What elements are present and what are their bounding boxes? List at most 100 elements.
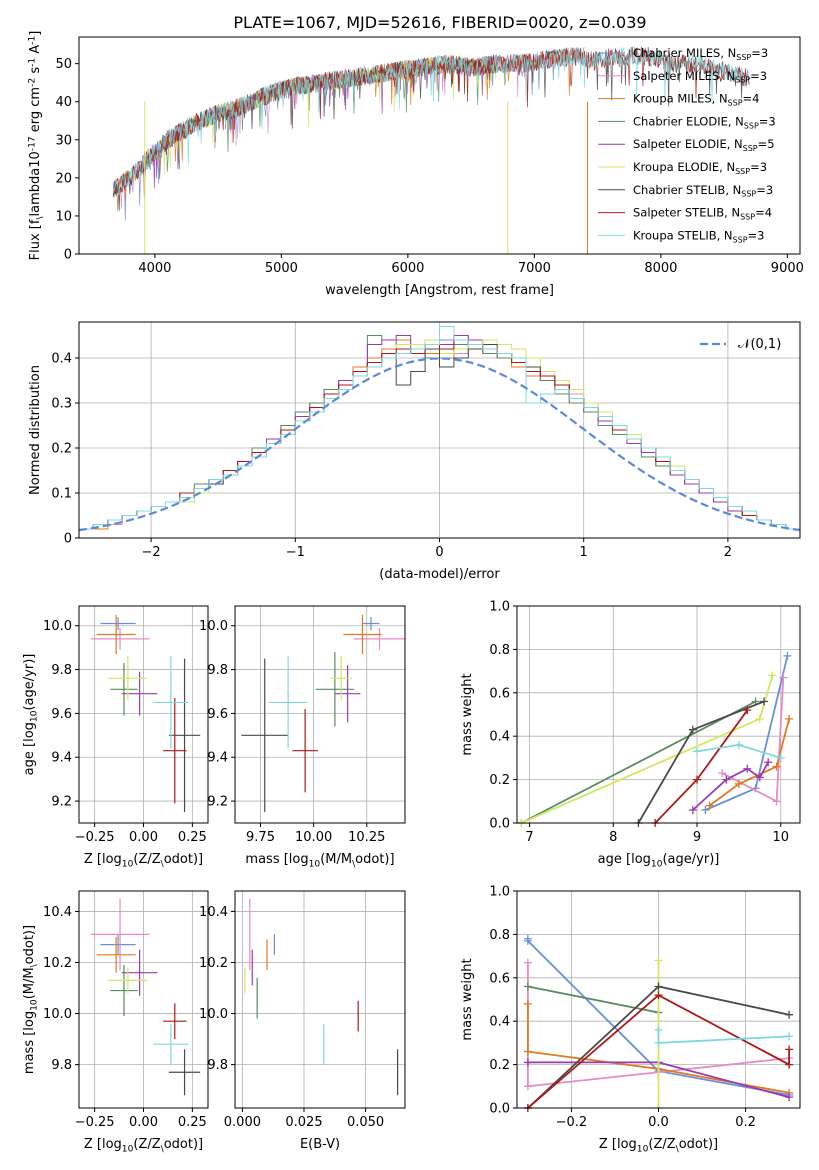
weight-series-point xyxy=(654,991,663,1000)
y-tick-label: 1.0 xyxy=(489,885,510,900)
y-tick-label: 0.4 xyxy=(51,352,72,367)
x-tick-label: 2 xyxy=(724,545,732,560)
weight-series-point xyxy=(523,1058,532,1067)
y-axis-label: age [log10(age/yr)] xyxy=(22,654,39,776)
legend-label: Chabrier STELIB, NSSP=3 xyxy=(633,183,773,199)
y-tick-label: 0.3 xyxy=(51,397,72,412)
y-tick-label: 0.2 xyxy=(489,1058,510,1073)
weight-series-point xyxy=(722,775,731,784)
spectrum-lines xyxy=(112,46,750,254)
weight-series-point xyxy=(693,747,702,756)
y-tick-label: 9.8 xyxy=(207,663,228,678)
legend-label: Salpeter ELODIE, NSSP=5 xyxy=(633,137,775,153)
weight-series-point xyxy=(654,956,663,965)
x-axis-label: age [log10(age/yr)] xyxy=(598,852,720,869)
legend-label: Salpeter MILES, NSSP=3 xyxy=(633,69,767,85)
x-tick-label: 9000 xyxy=(771,261,804,276)
weight-series-point xyxy=(523,958,532,967)
y-tick-label: 0.1 xyxy=(51,487,72,502)
legend-label: 𝒩(0,1) xyxy=(738,337,781,352)
weight-series-point xyxy=(785,1032,794,1041)
figure-title: PLATE=1067, MJD=52616, FIBERID=0020, z=0… xyxy=(233,13,646,32)
weight-series-point xyxy=(759,697,768,706)
y-tick-label: 0.8 xyxy=(489,643,510,658)
weight-series-point xyxy=(743,706,752,715)
y-tick-label: 0 xyxy=(64,532,72,547)
x-axis-label: mass [log10(M/M\odot)] xyxy=(245,852,394,869)
x-tick-label: 0.2 xyxy=(735,1115,756,1130)
weight-series-point xyxy=(743,764,752,773)
y-tick-label: 0.4 xyxy=(489,730,510,745)
weight-series-point xyxy=(523,1082,532,1091)
x-axis-label: (data-model)/error xyxy=(379,567,500,582)
y-axis-label: mass weight xyxy=(460,958,475,1040)
spectrum-panel: 4000 5000 6000 7000 8000 9000 0 10 20 30 40 50 wavel… xyxy=(28,31,804,298)
y-tick-label: 0.0 xyxy=(489,1102,510,1117)
mass_vs_Z-panel: −0.25 0.00 0.25 9.8 10.0 10.2 10.4 Z [log10(Z/Z… xyxy=(22,890,209,1154)
weight-series-line xyxy=(520,700,757,824)
spectrum-legend: Chabrier MILES, NSSP=3 Salpeter MILES, NS… xyxy=(598,46,776,244)
weight-series-point xyxy=(523,999,532,1008)
y-tick-label: 10 xyxy=(55,209,72,224)
age_vs_Z-panel: −0.25 0.00 0.25 9.2 9.4 9.6 9.8 10.0 Z [log10(Z/… xyxy=(22,605,209,869)
x-tick-label: 4000 xyxy=(138,261,171,276)
weight-series-point xyxy=(768,671,777,680)
y-tick-label: 10.2 xyxy=(43,956,72,971)
weight-series-point xyxy=(688,725,697,734)
x-tick-label: 5000 xyxy=(265,261,298,276)
weight-series-point xyxy=(654,1038,663,1047)
y-axis-label: mass [log10(M/M\odot)] xyxy=(22,925,39,1074)
panels: 4000 5000 6000 7000 8000 900001020304050wavel… xyxy=(22,31,804,1155)
x-axis-label: Z [log10(Z/Z\odot)] xyxy=(84,852,203,869)
y-tick-label: 0.4 xyxy=(489,1015,510,1030)
x-tick-label: 10.25 xyxy=(348,830,385,845)
weight-series-point xyxy=(654,1025,663,1034)
y-tick-label: 30 xyxy=(55,133,72,148)
y-axis-label: Flux [f\lambda10-17 erg cm-2 s-1 A-1] xyxy=(28,31,46,261)
x-tick-label: −1 xyxy=(286,545,305,560)
x-tick-label: 0.025 xyxy=(285,1115,322,1130)
x-tick-label: 0.25 xyxy=(178,1115,207,1130)
legend-label: Chabrier ELODIE, NSSP=3 xyxy=(633,114,776,130)
weight-series-point xyxy=(785,714,794,723)
x-tick-label: 10.00 xyxy=(295,830,332,845)
weight-series-point xyxy=(654,982,663,991)
y-axis-label: mass weight xyxy=(460,673,475,755)
x-tick-label: 0.25 xyxy=(178,830,207,845)
x-tick-label: 0.000 xyxy=(224,1115,261,1130)
spectrum-series xyxy=(141,54,497,175)
weight-series-point xyxy=(523,1047,532,1056)
x-tick-label: −0.25 xyxy=(75,830,115,845)
weight-series-line xyxy=(527,1003,790,1094)
y-tick-label: 0.0 xyxy=(489,817,510,832)
y-tick-label: 9.8 xyxy=(207,1058,228,1073)
axes-frame xyxy=(78,36,801,255)
x-axis-label: Z [log10(Z/Z\odot)] xyxy=(599,1137,718,1154)
y-tick-label: 10.4 xyxy=(43,905,72,920)
weight-series-point xyxy=(688,805,697,814)
spectrum-series xyxy=(112,46,750,195)
y-tick-label: 10.4 xyxy=(199,905,228,920)
x-axis-label: wavelength [Angstrom, rest frame] xyxy=(325,283,554,298)
x-tick-label: −0.25 xyxy=(75,1115,115,1130)
x-tick-label: 6000 xyxy=(391,261,424,276)
y-tick-label: 40 xyxy=(55,95,72,110)
weight-series-point xyxy=(779,673,788,682)
y-tick-label: 10.0 xyxy=(43,619,72,634)
y-tick-label: 10.0 xyxy=(199,1007,228,1022)
y-tick-label: 1.0 xyxy=(489,600,510,615)
weight-series-line xyxy=(527,994,790,1109)
y-tick-label: 0.8 xyxy=(489,928,510,943)
legend-label: Kroupa STELIB, NSSP=3 xyxy=(633,228,764,244)
y-tick-label: 9.4 xyxy=(207,751,228,766)
weight-series-point xyxy=(772,797,781,806)
legend-label: Kroupa MILES, NSSP=4 xyxy=(633,92,759,108)
weight_vs_age-panel: 7 8 9 10 0.0 0.2 0.4 0.6 0.8 1.0 age [log10(age/yr… xyxy=(460,600,801,869)
y-tick-label: 9.6 xyxy=(207,707,228,722)
axes-frame xyxy=(234,890,406,1109)
x-tick-label: 7000 xyxy=(518,261,551,276)
y-tick-label: 10.0 xyxy=(43,1007,72,1022)
weight-series-point xyxy=(755,773,764,782)
x-tick-label: 9.75 xyxy=(246,830,275,845)
